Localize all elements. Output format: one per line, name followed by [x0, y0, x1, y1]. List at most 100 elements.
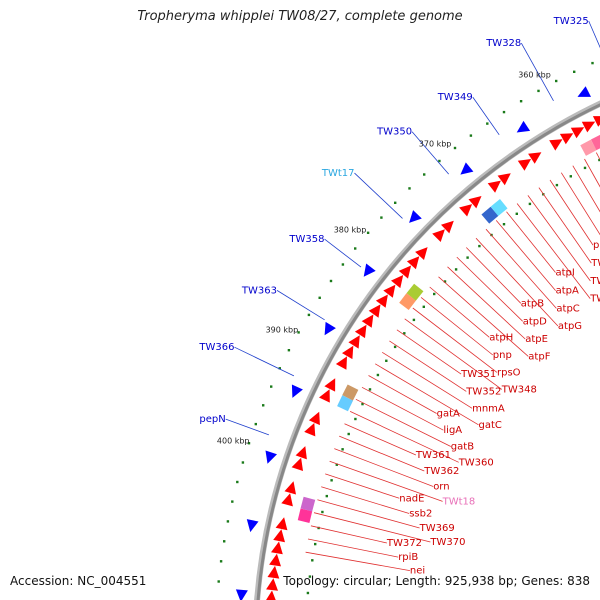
forward-gene-arrow — [342, 345, 354, 360]
tick-mark — [287, 349, 291, 352]
tick-mark — [308, 575, 312, 578]
reverse-gene-arrow — [460, 162, 474, 175]
leader-line — [361, 386, 444, 431]
leader-line — [234, 346, 295, 377]
gene-label: rpiB — [398, 552, 418, 563]
forward-gene-arrow — [295, 446, 307, 460]
tick-mark — [368, 388, 372, 391]
reverse-gene-arrow — [516, 120, 531, 133]
leader-line — [305, 551, 410, 571]
tick-mark — [408, 187, 411, 190]
gene-label: atpH — [489, 332, 513, 343]
tick-mark — [223, 540, 226, 543]
gene-label: TW370 — [429, 537, 465, 548]
leader-line — [412, 307, 498, 373]
leader-line — [447, 266, 526, 340]
tick-mark — [454, 268, 458, 271]
leader-line — [349, 411, 459, 463]
leader-line — [549, 179, 594, 246]
tick-mark — [354, 417, 357, 421]
tick-mark — [236, 480, 239, 484]
tick-mark — [515, 212, 518, 215]
leader-line — [334, 448, 434, 487]
leader-line — [404, 318, 503, 390]
tick-mark — [330, 479, 333, 482]
forward-gene-arrow — [284, 481, 296, 495]
tick-mark — [569, 175, 572, 178]
gene-label: TW358 — [288, 234, 324, 245]
tick-mark — [555, 183, 559, 187]
tick-mark — [262, 404, 265, 407]
kbp-label: 360 kbp — [518, 71, 551, 80]
forward-gene-arrow — [324, 378, 336, 392]
leader-line — [355, 398, 451, 447]
tick-mark — [278, 367, 281, 370]
leader-line — [325, 473, 400, 499]
reverse-gene-arrow — [235, 589, 248, 600]
tick-mark — [321, 510, 324, 514]
gene-label: atpB — [521, 298, 544, 309]
tick-mark — [347, 432, 350, 436]
leader-line — [429, 286, 490, 338]
leader-line — [344, 423, 417, 456]
gene-label: mnmA — [472, 403, 505, 414]
gene-label: TWt17 — [321, 168, 355, 179]
kbp-label: 370 kbp — [419, 140, 452, 149]
tick-mark — [219, 560, 223, 563]
reverse-gene-arrow — [265, 450, 277, 464]
leader-line — [475, 237, 559, 327]
gene-label: TW336 — [590, 258, 600, 269]
tick-mark — [422, 305, 425, 308]
kbp-label: 400 kbp — [217, 436, 250, 445]
gene-label: orn — [433, 482, 449, 493]
tick-mark — [433, 292, 436, 296]
leader-line — [495, 220, 556, 291]
gene-label: TW350 — [376, 127, 412, 138]
leader-line — [354, 172, 403, 219]
gene-label: TW348 — [501, 384, 537, 395]
gene-label: ligA — [443, 425, 462, 436]
leader-line — [374, 363, 479, 426]
tick-mark — [306, 591, 310, 595]
leader-line — [438, 276, 529, 357]
leader-line — [310, 525, 387, 544]
tick-mark — [555, 79, 558, 83]
gene-labels: TW300lipAlipBTW317TW325TW328TW349TW350TW… — [198, 16, 600, 577]
gene-box — [590, 134, 600, 151]
tick-mark — [314, 542, 317, 546]
tick-mark — [591, 61, 594, 65]
tick-mark — [376, 373, 380, 377]
forward-gene-arrow — [570, 127, 585, 139]
tick-mark — [583, 166, 587, 170]
gene-label: TW372 — [386, 538, 422, 549]
forward-gene-arrow — [375, 294, 388, 308]
tick-mark — [247, 442, 251, 445]
gene-label: atpD — [523, 316, 547, 327]
leader-line — [466, 247, 522, 304]
tick-mark — [270, 385, 273, 388]
leader-line — [321, 486, 410, 514]
forward-gene-arrow — [592, 116, 600, 127]
gene-label: gatB — [451, 442, 474, 453]
forward-gene-arrow — [266, 590, 276, 600]
tick-mark — [311, 559, 314, 562]
leader-line — [538, 187, 592, 264]
tick-mark — [341, 263, 345, 266]
leader-line — [307, 538, 399, 558]
tick-mark — [297, 331, 300, 334]
forward-gene-arrow — [319, 389, 330, 403]
tick-mark — [453, 146, 457, 150]
accession-text: Accession: NC_004551 — [10, 574, 147, 588]
gene-label: TW366 — [198, 342, 234, 353]
forward-gene-arrow — [335, 356, 347, 370]
tick-mark — [307, 313, 311, 317]
forward-gene-arrow — [308, 411, 320, 426]
gene-label: atpF — [528, 351, 550, 362]
forward-gene-arrow — [361, 314, 374, 328]
tick-mark — [226, 520, 230, 523]
genome-backbone — [254, 100, 600, 600]
gene-box — [406, 283, 424, 301]
gene-box — [297, 508, 313, 523]
gene-label: atpA — [556, 286, 579, 297]
gene-label: TW334 — [589, 276, 600, 287]
